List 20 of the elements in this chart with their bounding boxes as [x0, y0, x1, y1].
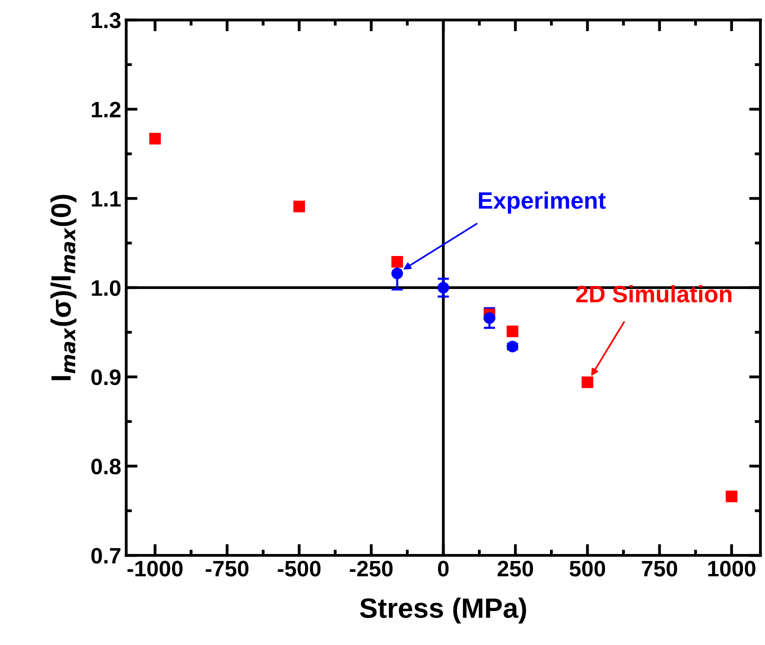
x-tick-label: -500 [278, 560, 321, 577]
x-tick-label: -750 [206, 560, 248, 577]
y-tick-label: 1.1 [92, 191, 121, 206]
y-tick-label: 1.3 [92, 12, 121, 28]
y-tick-label: 0.9 [91, 369, 121, 386]
x-tick-label: 1000 [708, 560, 756, 577]
x-tick-label: 500 [570, 560, 606, 577]
annotation: Experiment [478, 192, 606, 214]
y-tick-label: 0.7 [91, 548, 120, 564]
x-tick-label: -250 [350, 560, 393, 577]
y-tick-label: 1.2 [92, 102, 120, 118]
x-tick-label: 0 [438, 560, 449, 577]
x-tick-label: -1000 [128, 560, 183, 577]
annotation: 2D Simulation [576, 285, 732, 302]
y-tick-label: 0.8 [91, 458, 121, 474]
y-tick-label: 1.0 [92, 280, 120, 296]
x-tick-label: 250 [498, 560, 534, 577]
x-axis-title: Stress (MPa) [360, 598, 526, 624]
x-tick-label: 750 [642, 560, 678, 577]
y-axis-title: I$_{max}$(σ)/I$_{max}$(0) [50, 194, 76, 380]
